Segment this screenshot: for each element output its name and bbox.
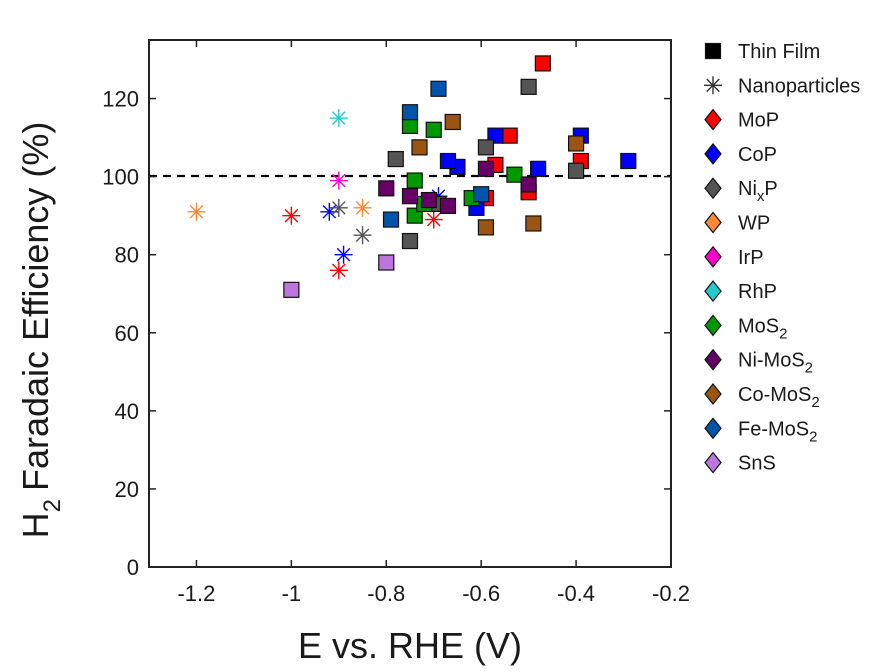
nanoparticle-point [353, 226, 372, 245]
thin-film-point [477, 219, 495, 236]
y-tick-label: 40 [115, 399, 139, 424]
legend-label: MoS2 [738, 315, 787, 342]
x-tick-label: -1.2 [177, 581, 215, 606]
legend-marker [704, 383, 722, 405]
y-tick-label: 100 [102, 165, 139, 190]
thin-film-point [425, 121, 442, 138]
nanoparticle-point [282, 206, 301, 225]
legend-label: IrP [738, 247, 764, 269]
legend-marker [704, 177, 722, 200]
thin-film-point [520, 176, 537, 193]
y-axis-title: H2 Faradaic Efficiency (%) [15, 122, 66, 539]
thin-film-point [378, 180, 395, 197]
nanoparticle-point [353, 198, 372, 217]
legend-marker [704, 211, 722, 234]
y-axis-title-prefix: H [15, 512, 56, 538]
x-tick-label: -0.2 [652, 581, 690, 606]
legend-label: WP [738, 213, 770, 235]
y-tick-label: 0 [127, 555, 139, 580]
legend-marker [704, 142, 722, 165]
thin-film-point [534, 55, 551, 72]
x-axis: -1.2 -1 -0.8 -0.6 -0.4 -0.2 [177, 40, 690, 606]
legend-label: CoP [738, 144, 777, 166]
legend-label: Co-MoS2 [738, 384, 820, 411]
thin-film-point [406, 172, 423, 189]
thin-film-point [567, 135, 585, 152]
legend-marker [704, 76, 722, 95]
x-tick-label: -0.6 [462, 581, 500, 606]
nanoparticle-point [329, 171, 348, 190]
legend-marker [704, 314, 722, 337]
thin-film-point [378, 254, 395, 271]
thin-film-point [382, 211, 400, 228]
y-axis-title-main: Faradaic Efficiency (%) [15, 122, 56, 491]
thin-film-point [439, 197, 457, 215]
legend-marker [704, 348, 722, 371]
y-tick-label: 20 [115, 477, 139, 502]
thin-film-point [501, 127, 518, 144]
thin-film-point [567, 162, 585, 179]
thin-film-point [477, 160, 495, 177]
thin-film-point [411, 139, 428, 156]
nanoparticle-point [329, 109, 348, 128]
legend-marker [704, 451, 722, 474]
y-axis-title-sub: 2 [39, 499, 66, 512]
y-tick-label: 120 [102, 87, 139, 112]
x-axis-title: E vs. RHE (V) [298, 625, 522, 666]
thin-film-point [525, 215, 542, 232]
y-axis: 0 20 40 60 80 100 120 [102, 87, 671, 580]
data-points [187, 55, 637, 298]
thin-film-point [401, 188, 419, 205]
thin-film-point [401, 104, 419, 121]
nanoparticle-point [424, 210, 443, 229]
thin-film-point [401, 232, 419, 250]
nanoparticle-point [187, 202, 206, 221]
thin-film-point [387, 150, 404, 168]
legend-label: RhP [738, 281, 777, 303]
thin-film-point [506, 166, 523, 183]
legend-label: Ni-MoS2 [738, 350, 813, 377]
y-tick-label: 60 [115, 321, 139, 346]
thin-film-point [520, 78, 537, 95]
thin-film-point [477, 139, 495, 156]
thin-film-point [430, 80, 447, 97]
thin-film-point [444, 113, 461, 131]
legend-label: Fe-MoS2 [738, 418, 817, 445]
nanoparticle-point [334, 245, 353, 264]
thin-film-point [530, 160, 547, 177]
thin-film-point [620, 152, 637, 170]
nanoparticle-point [329, 198, 348, 217]
thin-film-point [420, 191, 438, 209]
legend-label: MoP [738, 110, 779, 132]
thin-film-point [283, 281, 300, 298]
thin-film-point [473, 186, 490, 203]
thin-film-point [439, 152, 457, 170]
legend-label: Nanoparticles [738, 75, 860, 97]
legend: Thin Film Nanoparticles MoP CoP NixP WP IrP RhP… [704, 41, 860, 475]
legend-label: Thin Film [738, 41, 820, 63]
x-tick-label: -1 [282, 581, 302, 606]
legend-label: SnS [738, 453, 776, 475]
legend-label: NixP [738, 178, 778, 205]
x-tick-label: -0.8 [367, 581, 405, 606]
legend-marker [704, 108, 722, 131]
legend-marker [704, 245, 722, 268]
thin-film-point [401, 117, 419, 134]
legend-marker [704, 280, 722, 303]
legend-marker [704, 42, 722, 60]
legend-marker [704, 417, 722, 440]
x-tick-label: -0.4 [557, 581, 595, 606]
nanoparticle-point [329, 261, 348, 280]
y-tick-label: 80 [115, 243, 139, 268]
